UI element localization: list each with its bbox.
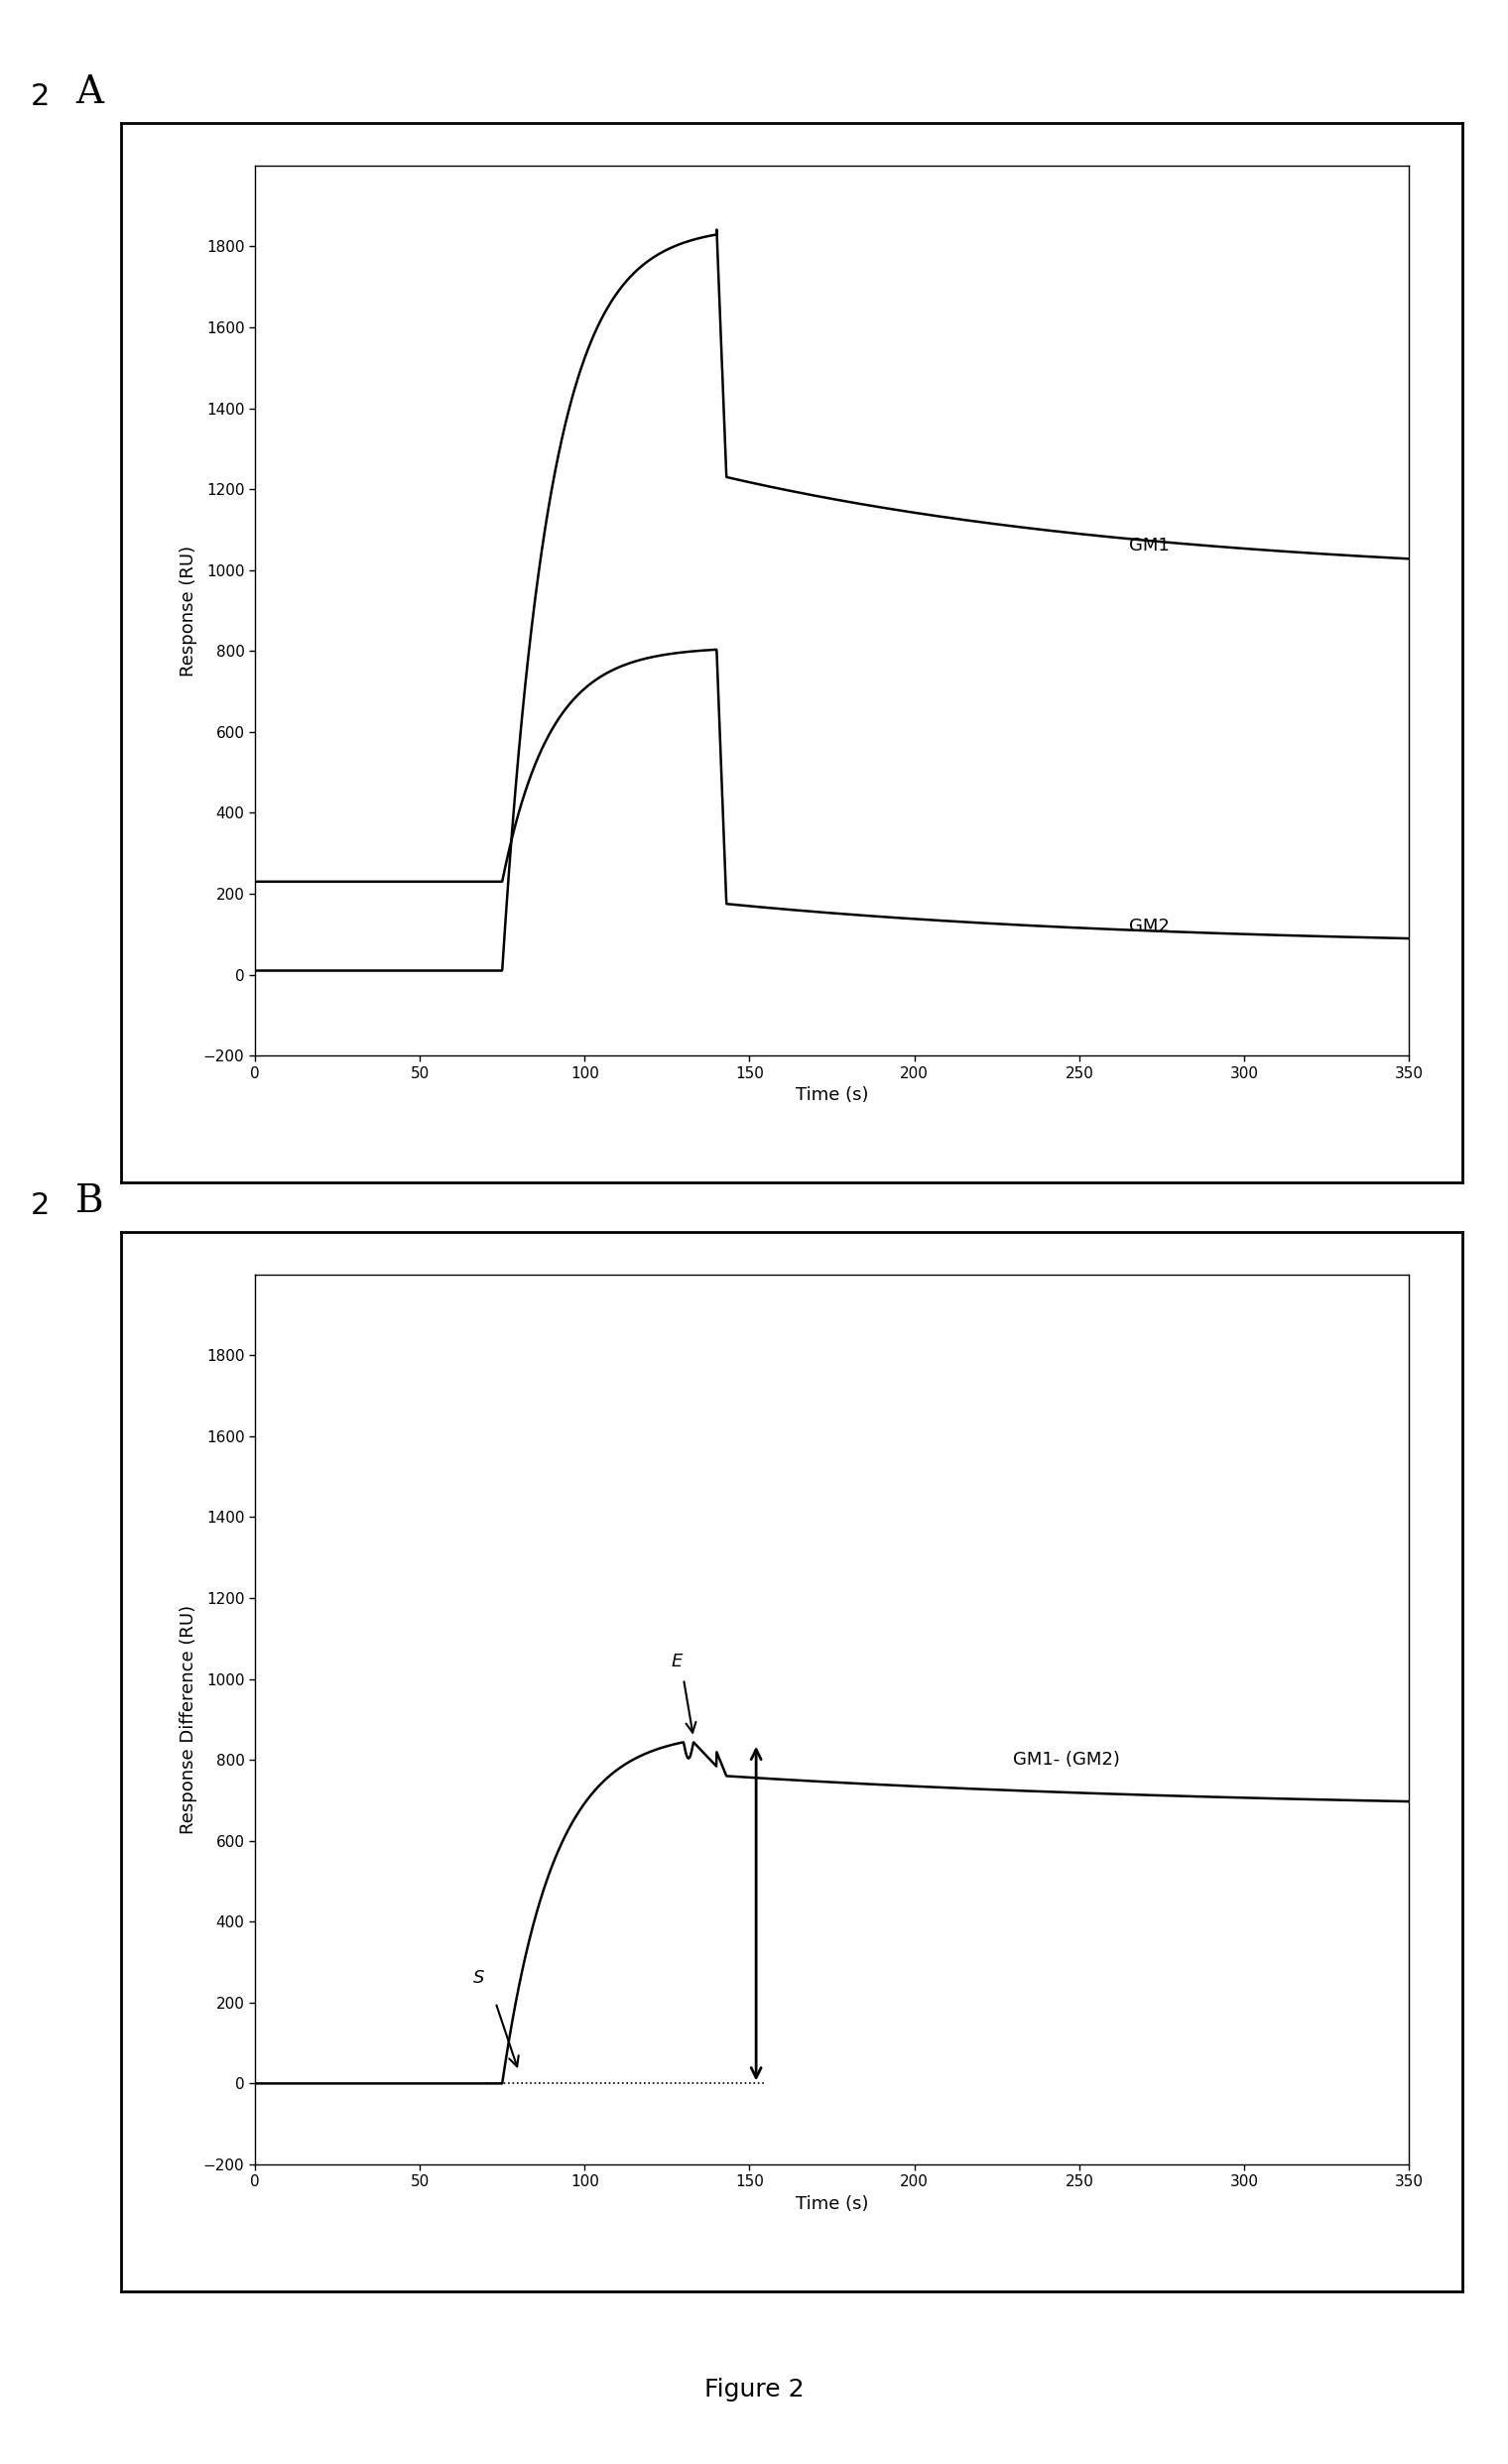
Text: GM1: GM1 <box>1129 537 1169 554</box>
Text: 2: 2 <box>30 1190 50 1220</box>
Text: $E$: $E$ <box>671 1653 683 1671</box>
Text: GM1- (GM2): GM1- (GM2) <box>1013 1752 1120 1769</box>
Text: $S$: $S$ <box>472 1969 486 1986</box>
Text: B: B <box>75 1183 104 1220</box>
Y-axis label: Response (RU): Response (RU) <box>179 545 198 675</box>
Text: Figure 2: Figure 2 <box>704 2378 804 2402</box>
Y-axis label: Response Difference (RU): Response Difference (RU) <box>179 1604 198 1833</box>
Text: GM2: GM2 <box>1129 917 1169 934</box>
Text: 2: 2 <box>30 81 50 111</box>
X-axis label: Time (s): Time (s) <box>796 2195 869 2213</box>
Text: A: A <box>75 74 103 111</box>
X-axis label: Time (s): Time (s) <box>796 1087 869 1104</box>
